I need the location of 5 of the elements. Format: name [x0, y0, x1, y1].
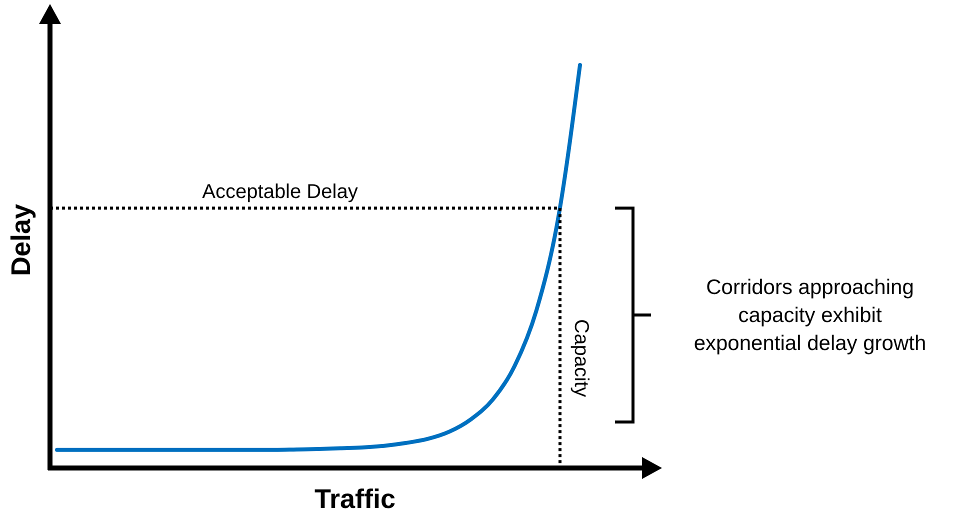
annotation: Capacity	[570, 319, 592, 397]
y-axis-title: Delay	[6, 204, 36, 276]
text: Corridors approaching capacity exhibit exponential delay growth	[694, 276, 926, 356]
x-axis-title: Traffic	[314, 484, 396, 512]
ref-line-label: Acceptable Delay	[202, 181, 358, 204]
